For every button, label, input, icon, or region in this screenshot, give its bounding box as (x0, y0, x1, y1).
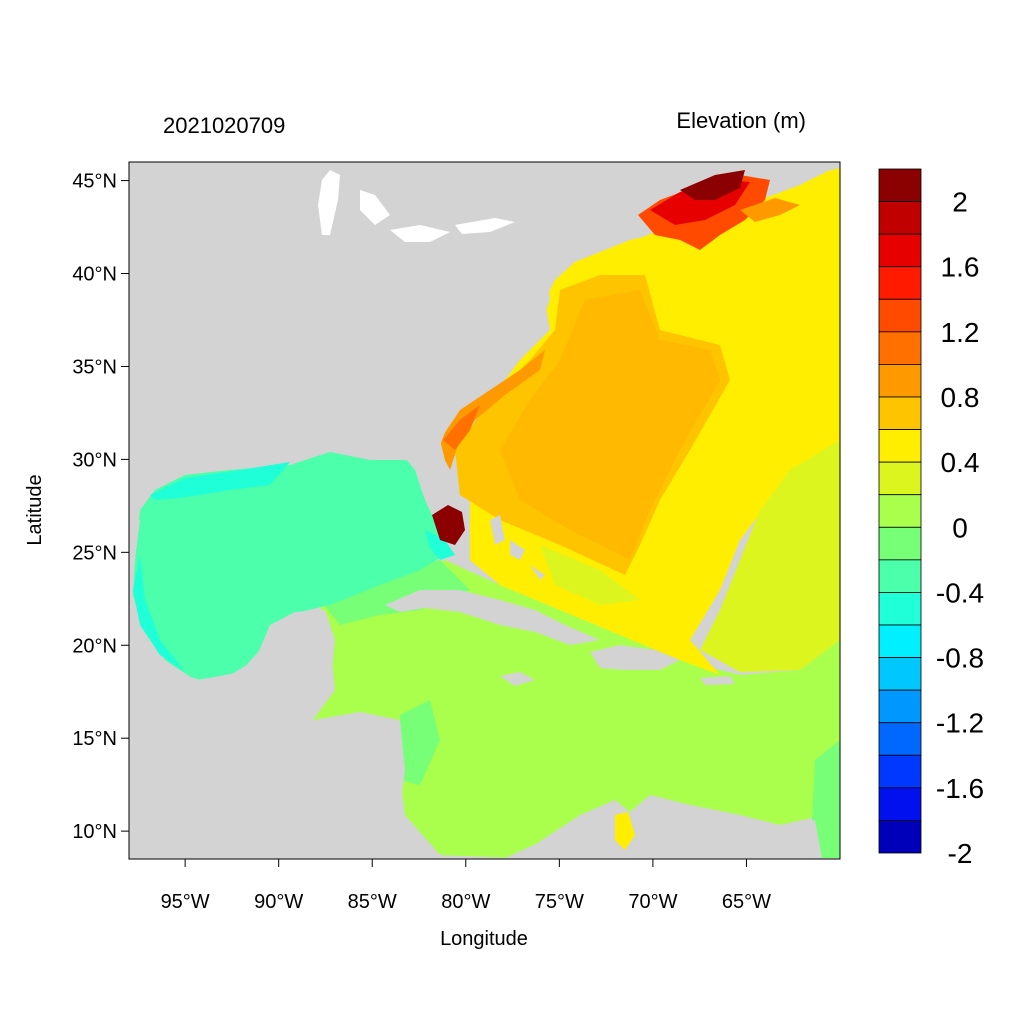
mexico-land (129, 520, 450, 858)
colorbar-swatch (878, 233, 922, 268)
lon-tick-label: 85°W (348, 891, 397, 913)
hispaniola-land (590, 645, 680, 670)
date-label: 2021020709 (163, 113, 285, 138)
colorbar-swatch (878, 429, 922, 463)
puerto-rico-land (700, 676, 735, 685)
lat-tick-label: 45°N (72, 171, 117, 193)
scotian-shelf-orange (740, 198, 800, 222)
colorbar-label: -2 (948, 838, 973, 869)
lon-tick-label: 75°W (535, 891, 584, 913)
yucatan-channel-water (320, 560, 470, 625)
colorbar-swatch (878, 592, 922, 626)
colorbar-swatch (878, 754, 922, 789)
colorbar-swatch (878, 722, 922, 756)
colorbar-swatch (878, 526, 922, 561)
great-lakes (318, 170, 515, 242)
colorbar-swatch (878, 396, 922, 430)
lat-tick-label: 20°N (72, 635, 117, 657)
latitude-axis: 45°N 40°N 35°N 30°N 25°N 20°N 15°N 10°N (72, 171, 129, 843)
colorbar-label: 1.6 (941, 252, 980, 283)
colorbar-swatch (878, 624, 922, 658)
field-label: Elevation (m) (676, 108, 806, 133)
florida-bay-water (425, 530, 455, 560)
south-america-land (505, 795, 822, 858)
cuba-land (385, 590, 600, 645)
gulf-west-shelf (133, 555, 185, 672)
lat-tick-label: 25°N (72, 542, 117, 564)
colorbar-swatch (878, 201, 922, 235)
colorbar-swatch (878, 364, 922, 398)
gulf-north-shelf (150, 462, 290, 500)
north-america-land (129, 162, 840, 525)
colorbar-swatch (878, 657, 922, 691)
bahamas-land (490, 515, 545, 580)
sargasso-lime (540, 545, 640, 605)
colorbar-label: 2 (952, 187, 968, 218)
longitude-axis: 95°W 90°W 85°W 80°W 75°W 70°W 65°W (161, 859, 771, 913)
lat-tick-label: 10°N (72, 821, 117, 843)
colorbar-label: 0.8 (941, 382, 980, 413)
colorbar-label: -0.4 (936, 577, 984, 608)
colorbar-label: -1.6 (936, 773, 984, 804)
colorbar-swatch (878, 689, 922, 724)
gulf-of-mexico (133, 452, 445, 680)
lat-tick-label: 15°N (72, 728, 117, 750)
lon-tick-label: 65°W (722, 891, 771, 913)
colorbar-swatch (878, 298, 922, 333)
colorbar-swatch (878, 461, 922, 496)
colorbar (878, 168, 922, 854)
map-panel (129, 162, 840, 859)
colorbar-label: 0 (952, 512, 968, 543)
coastal-surge-southeast (440, 350, 545, 470)
colorbar-label: -1.2 (936, 708, 984, 739)
lat-tick-label: 40°N (72, 264, 117, 286)
colorbar-label: 0.4 (941, 447, 980, 478)
y-axis-title: Latitude (24, 474, 46, 545)
colorbar-labels: 2 1.6 1.2 0.8 0.4 0 -0.4 -0.8 -1.2 -1.6 -2 (936, 187, 984, 869)
caribbean-sea (313, 560, 840, 858)
lon-tick-label: 80°W (441, 891, 490, 913)
south-florida-surge (432, 505, 465, 545)
east-caribbean-water (812, 740, 840, 858)
atlantic-lime (700, 440, 840, 672)
colorbar-swatch (878, 494, 922, 528)
map-frame (128, 161, 841, 860)
nicaragua-shelf-water (400, 700, 440, 785)
lat-tick-label: 30°N (72, 449, 117, 471)
colorbar-swatch (878, 168, 922, 202)
lat-tick-label: 35°N (72, 356, 117, 378)
colorbar-swatch (878, 331, 922, 365)
colorbar-label: -0.8 (936, 643, 984, 674)
x-axis-title: Longitude (440, 928, 528, 950)
colorbar-swatch (878, 787, 922, 821)
lake-maracaibo (615, 812, 635, 850)
colorbar-swatch (878, 820, 922, 854)
colorbar-swatch (878, 559, 922, 593)
gulf-of-maine-peak (680, 170, 745, 200)
lon-tick-label: 70°W (628, 891, 677, 913)
atlantic-core-anomaly (500, 290, 720, 560)
colorbar-label: 1.2 (941, 317, 980, 348)
coastal-surge-georgia (443, 405, 480, 450)
colorbar-swatch (878, 266, 922, 300)
lon-tick-label: 90°W (254, 891, 303, 913)
lon-tick-label: 95°W (161, 891, 210, 913)
jamaica-land (500, 672, 535, 686)
